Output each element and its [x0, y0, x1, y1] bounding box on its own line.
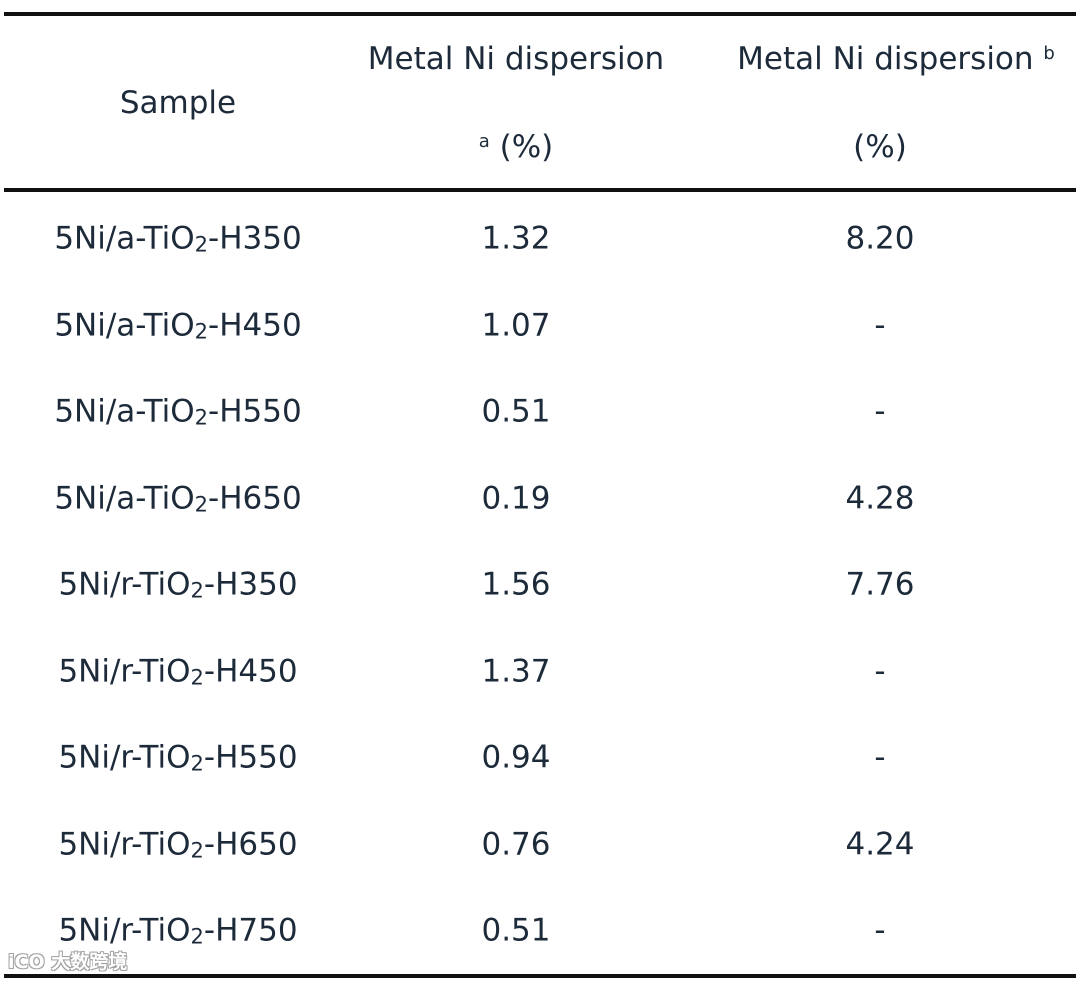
cell-dispersion-b: 4.28: [845, 480, 915, 516]
footnote-a: a: [478, 131, 490, 152]
cell-sample: 5Ni/a-TiO2-H450: [54, 307, 302, 343]
cell-dispersion-b: -: [874, 393, 886, 430]
table-row: 5Ni/a-TiO2-H450 1.07 -: [0, 283, 1080, 369]
sample-suffix: -H750: [203, 912, 298, 949]
cell-sample: 5Ni/r-TiO2-H550: [58, 739, 298, 776]
cell-sample: 5Ni/r-TiO2-H750: [58, 912, 298, 949]
table-row: 5Ni/r-TiO2-H650 0.76 4.24: [0, 802, 1080, 888]
sample-suffix: -H450: [203, 653, 298, 689]
sample-prefix: 5Ni/r-TiO: [58, 912, 191, 949]
cell-sample: 5Ni/r-TiO2-H650: [58, 826, 298, 862]
sample-subscript: 2: [190, 578, 204, 603]
header-dispersion-a-line1: Metal Ni dispersion: [367, 41, 665, 77]
cell-sample: 5Ni/a-TiO2-H550: [54, 393, 302, 430]
sample-subscript: 2: [190, 838, 204, 862]
cell-dispersion-b: -: [874, 307, 886, 343]
header-dispersion-a-line2: a (%): [479, 132, 554, 163]
sample-prefix: 5Ni/a-TiO: [54, 307, 195, 343]
sample-prefix: 5Ni/r-TiO: [58, 739, 191, 776]
sample-subscript: 2: [194, 319, 209, 343]
header-dispersion-b-unit: (%): [853, 129, 907, 165]
sample-subscript: 2: [194, 232, 209, 257]
sample-suffix: -H350: [208, 220, 302, 257]
cell-dispersion-a: 1.07: [481, 307, 551, 343]
sample-subscript: 2: [194, 492, 209, 516]
table-row: 5Ni/r-TiO2-H350 1.56 7.76: [0, 542, 1080, 628]
cell-dispersion-a: 1.56: [481, 566, 551, 603]
sample-subscript: 2: [190, 924, 204, 949]
cell-dispersion-b: 4.24: [845, 826, 915, 862]
table-row: 5Ni/r-TiO2-H550 0.94 -: [0, 715, 1080, 801]
sample-prefix: 5Ni/a-TiO: [54, 220, 195, 257]
footnote-b: b: [1043, 43, 1055, 64]
cell-sample: 5Ni/r-TiO2-H450: [58, 653, 298, 689]
cell-sample: 5Ni/a-TiO2-H350: [54, 220, 302, 257]
table-row: 5Ni/a-TiO2-H350 1.32 8.20: [0, 196, 1080, 282]
cell-dispersion-b: -: [874, 739, 886, 776]
cell-dispersion-b: -: [874, 912, 886, 949]
cell-dispersion-a: 0.51: [481, 912, 551, 949]
table-row: 5Ni/a-TiO2-H550 0.51 -: [0, 369, 1080, 455]
sample-prefix: 5Ni/a-TiO: [54, 393, 195, 430]
table-row: 5Ni/a-TiO2-H650 0.19 4.28: [0, 456, 1080, 542]
cell-dispersion-a: 0.19: [481, 480, 551, 516]
header-dispersion-a-unit: (%): [499, 129, 554, 165]
cell-sample: 5Ni/a-TiO2-H650: [54, 480, 302, 516]
cell-dispersion-a: 1.37: [481, 653, 551, 689]
bottom-rule: [4, 974, 1076, 978]
sample-suffix: -H350: [203, 566, 298, 603]
sample-suffix: -H550: [208, 393, 302, 430]
cell-dispersion-b: 7.76: [845, 566, 915, 603]
sample-prefix: 5Ni/r-TiO: [58, 653, 191, 689]
cell-sample: 5Ni/r-TiO2-H350: [58, 566, 298, 603]
sample-subscript: 2: [190, 665, 204, 689]
header-dispersion-b-line1: Metal Ni dispersion b: [737, 44, 1055, 75]
table-row: 5Ni/r-TiO2-H750 0.51 -: [0, 888, 1080, 974]
cell-dispersion-b: -: [874, 653, 886, 689]
sample-suffix: -H450: [208, 307, 302, 343]
cell-dispersion-a: 1.32: [481, 220, 551, 257]
sample-prefix: 5Ni/a-TiO: [54, 480, 195, 516]
sample-subscript: 2: [194, 405, 209, 430]
header-rule: [4, 188, 1076, 192]
sample-prefix: 5Ni/r-TiO: [58, 826, 191, 862]
sample-suffix: -H650: [203, 826, 298, 862]
cell-dispersion-a: 0.94: [481, 739, 551, 776]
table-row: 5Ni/r-TiO2-H450 1.37 -: [0, 629, 1080, 715]
cell-dispersion-a: 0.51: [481, 393, 551, 430]
header-sample: Sample: [119, 85, 237, 121]
sample-prefix: 5Ni/r-TiO: [58, 566, 191, 603]
cell-dispersion-b: 8.20: [845, 220, 915, 257]
header-dispersion-b-text: Metal Ni dispersion: [737, 41, 1034, 77]
sample-suffix: -H550: [203, 739, 298, 776]
sample-suffix: -H650: [208, 480, 302, 516]
cell-dispersion-a: 0.76: [481, 826, 551, 862]
top-rule: [4, 12, 1076, 16]
sample-subscript: 2: [190, 751, 204, 776]
watermark-logo: iCO 大数跨境: [8, 951, 128, 973]
